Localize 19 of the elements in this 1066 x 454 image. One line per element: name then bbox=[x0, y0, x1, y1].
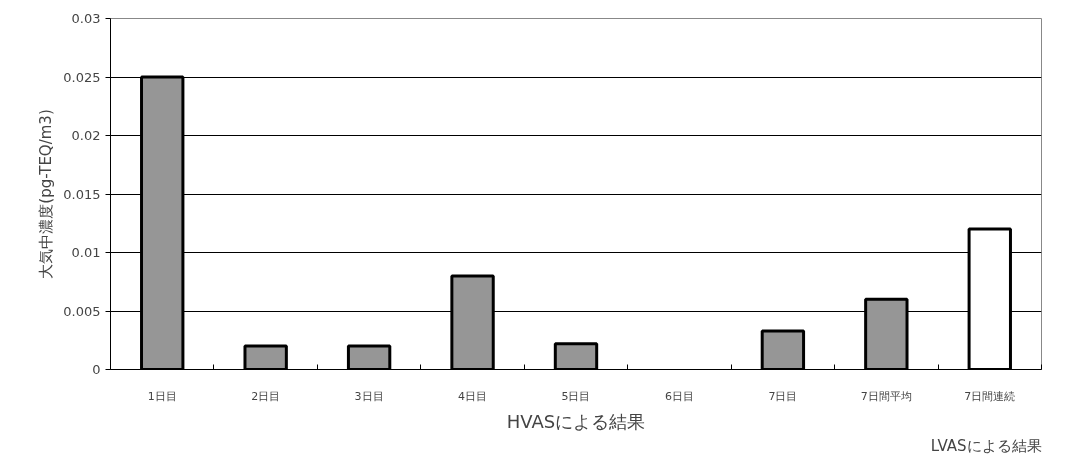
x-tick-label: 7日目 bbox=[768, 389, 798, 403]
y-axis-title: 大気中濃度(pg-TEQ/m3) bbox=[37, 109, 56, 279]
y-tick-label: 0.005 bbox=[63, 303, 101, 319]
y-tick-label: 0 bbox=[92, 362, 101, 377]
x-tick-label: 7日間平均 bbox=[860, 389, 912, 403]
x-tick-label: 6日目 bbox=[664, 389, 694, 403]
y-tick-label: 0.015 bbox=[63, 186, 101, 202]
x-tick-label: 2日目 bbox=[251, 389, 281, 403]
x-tick-label: 5日目 bbox=[561, 389, 591, 403]
y-tick-label: 0.01 bbox=[71, 245, 101, 260]
x-axis-title: HVASによる結果 bbox=[506, 410, 646, 432]
y-tick-label: 0.03 bbox=[71, 11, 101, 26]
y-tick-label: 0.02 bbox=[71, 128, 101, 143]
y-tick-label: 0.025 bbox=[63, 69, 101, 85]
x-tick-label: 7日間連続 bbox=[964, 389, 1016, 403]
x-tick-label: 3日目 bbox=[354, 389, 384, 403]
x-tick-label: 1日目 bbox=[147, 389, 177, 403]
text: LVASによる結果 bbox=[930, 436, 1042, 454]
x-tick-label: 4日目 bbox=[458, 389, 488, 403]
